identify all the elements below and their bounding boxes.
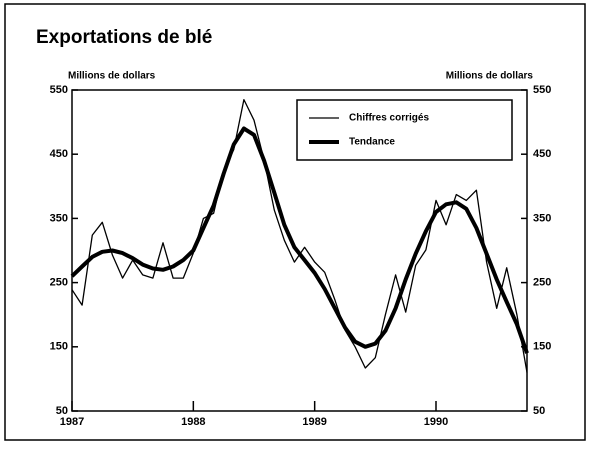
- y-axis-label: Millions de dollars: [68, 71, 156, 82]
- x-tick-label: 1987: [60, 416, 84, 428]
- plot-area: [71, 89, 528, 412]
- y2-tick-label: 150: [533, 341, 551, 353]
- legend-label: Tendance: [349, 137, 395, 148]
- y2-tick-label: 550: [533, 84, 551, 96]
- y2-tick-label: 50: [533, 405, 545, 417]
- chart-title: Exportations de blé: [36, 27, 212, 48]
- y-tick-label: 150: [50, 341, 68, 353]
- y2-axis-label: Millions de dollars: [446, 71, 534, 82]
- series-line: [70, 126, 529, 354]
- x-tick-label: 1989: [302, 416, 326, 428]
- y2-tick-label: 250: [533, 277, 551, 289]
- y-tick-label: 250: [50, 277, 68, 289]
- y-tick-label: 350: [50, 212, 68, 224]
- x-tick-label: 1990: [424, 416, 448, 428]
- y2-tick-label: 450: [533, 148, 551, 160]
- frame: [4, 3, 586, 441]
- y2-tick-label: 350: [533, 212, 551, 224]
- y-tick-label: 550: [50, 84, 68, 96]
- x-tick-label: 1988: [181, 416, 205, 428]
- legend-label: Chiffres corrigés: [349, 113, 429, 124]
- y-tick-label: 450: [50, 148, 68, 160]
- y-tick-label: 50: [56, 405, 68, 417]
- legend-box: [296, 99, 513, 161]
